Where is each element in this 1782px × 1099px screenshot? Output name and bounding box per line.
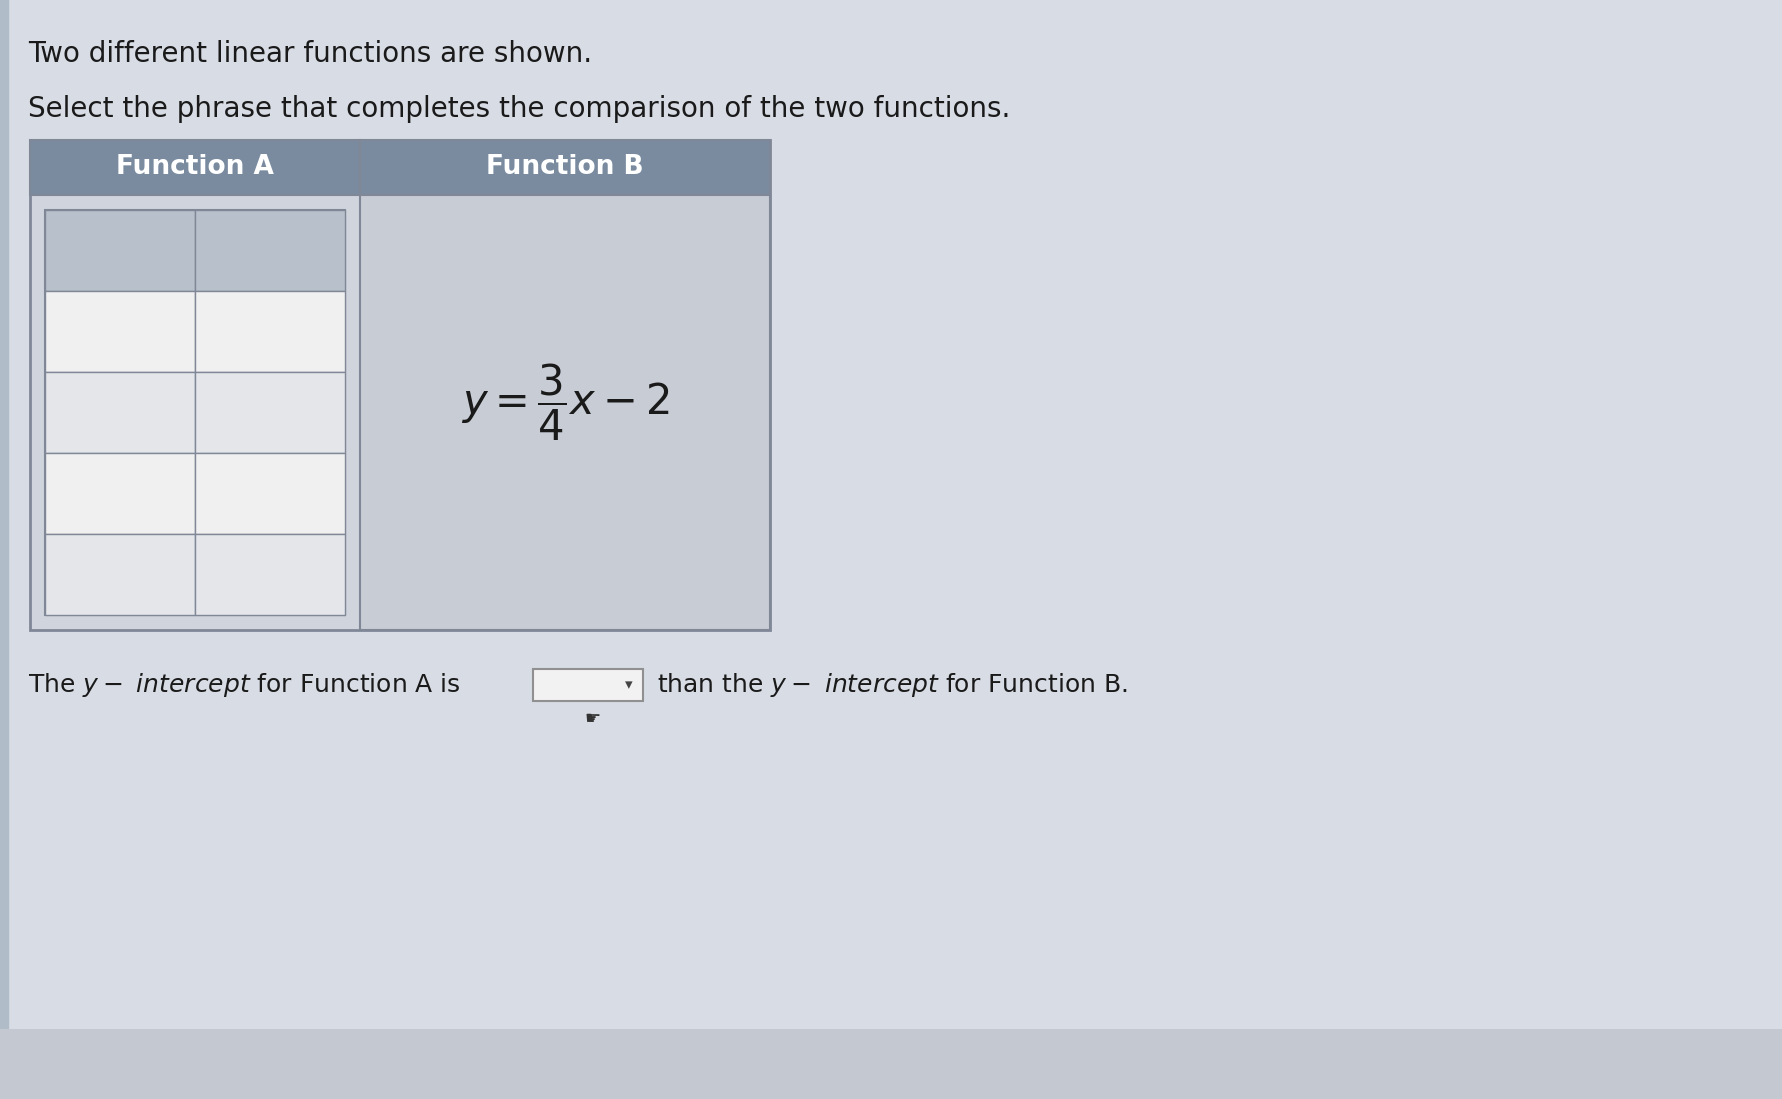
- Bar: [45, 210, 346, 615]
- Text: Two different linear functions are shown.: Two different linear functions are shown…: [29, 40, 592, 68]
- Bar: [30, 140, 770, 630]
- Text: Previous: Previous: [50, 1052, 150, 1076]
- Text: Select the phrase that completes the comparison of the two functions.: Select the phrase that completes the com…: [29, 95, 1010, 123]
- Bar: [0, 1029, 1782, 1099]
- Bar: [194, 453, 346, 534]
- Text: -2: -2: [257, 320, 283, 344]
- Text: 3: 3: [112, 563, 128, 587]
- Bar: [30, 140, 360, 195]
- Text: ☛: ☛: [584, 710, 601, 728]
- Text: than the $y-$ $\it{intercept}$ for Function B.: than the $y-$ $\it{intercept}$ for Funct…: [658, 671, 1128, 699]
- Bar: [45, 210, 194, 291]
- Text: 0: 0: [262, 400, 278, 424]
- Text: The $y-$ $\it{intercept}$ for Function A is: The $y-$ $\it{intercept}$ for Function A…: [29, 671, 462, 699]
- Text: 6: 6: [262, 563, 278, 587]
- Text: 0: 0: [112, 320, 128, 344]
- Bar: [533, 669, 643, 701]
- Text: x: x: [114, 238, 127, 262]
- Bar: [45, 453, 194, 534]
- Bar: [194, 291, 346, 371]
- Text: 4: 4: [262, 481, 278, 506]
- Text: ⏸: ⏸: [1741, 1054, 1755, 1074]
- Bar: [45, 291, 194, 371]
- Text: y: y: [264, 238, 276, 262]
- Text: Function A: Function A: [116, 155, 274, 180]
- Bar: [194, 534, 346, 615]
- Text: Function B: Function B: [486, 155, 643, 180]
- Bar: [194, 210, 346, 291]
- Text: Pau: Pau: [1739, 1052, 1782, 1076]
- Text: $y = \dfrac{3}{4}x - 2$: $y = \dfrac{3}{4}x - 2$: [462, 362, 670, 443]
- Bar: [360, 140, 770, 195]
- Bar: [194, 371, 346, 453]
- Bar: [360, 195, 770, 630]
- Bar: [0, 0, 7, 1099]
- Bar: [45, 534, 194, 615]
- Text: 2: 2: [112, 481, 128, 506]
- Text: ▾: ▾: [625, 677, 633, 692]
- Bar: [45, 371, 194, 453]
- Text: <: <: [30, 1052, 50, 1076]
- Text: 1: 1: [112, 400, 128, 424]
